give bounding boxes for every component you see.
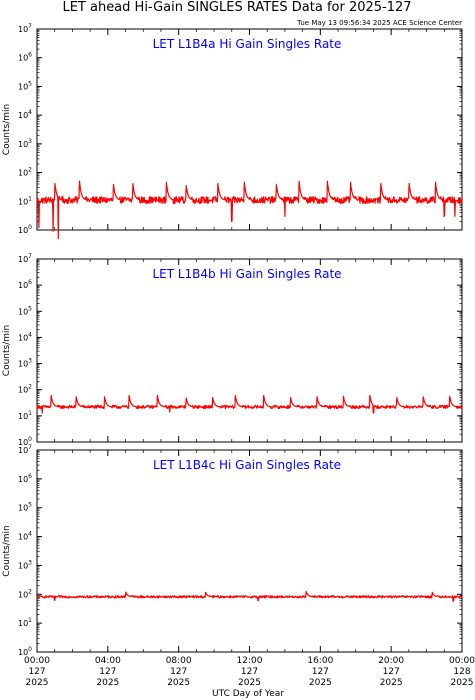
y-tick-label: 102 xyxy=(18,384,32,395)
x-tick-label: 08:00 xyxy=(166,656,192,666)
y-tick-label: 101 xyxy=(18,195,32,206)
x-tick-label: 127 xyxy=(241,667,258,677)
y-tick-label: 104 xyxy=(18,331,32,342)
y-tick-label: 107 xyxy=(18,23,32,34)
x-tick-label: 00:00 xyxy=(24,656,50,666)
y-tick-label: 101 xyxy=(18,617,32,628)
x-axis-label: UTC Day of Year xyxy=(212,689,284,699)
x-tick-label: 2025 xyxy=(26,678,49,688)
x-axis: 00:00127202504:00127202508:00127202512:0… xyxy=(24,656,475,688)
panel-title: LET L1B4a Hi Gain Singles Rate xyxy=(153,37,342,51)
series-line xyxy=(36,590,463,602)
series-line xyxy=(36,394,463,414)
y-axis-label: Counts/min xyxy=(2,525,12,576)
panel-title: LET L1B4b Hi Gain Singles Rate xyxy=(152,267,341,281)
x-tick-label: 20:00 xyxy=(378,656,404,666)
panel-title: LET L1B4c Hi Gain Singles Rate xyxy=(153,458,341,472)
y-tick-label: 105 xyxy=(18,80,32,91)
x-tick-label: 2025 xyxy=(238,678,261,688)
x-tick-label: 127 xyxy=(170,667,187,677)
y-tick-label: 105 xyxy=(18,502,32,513)
y-axis-label: Counts/min xyxy=(2,104,12,155)
panels: 100 101 102 103 104 105 106 107 LET L1B4a Hi Gai… xyxy=(2,23,463,657)
x-tick-label: 2025 xyxy=(167,678,190,688)
x-tick-label: 128 xyxy=(453,667,470,677)
y-tick-label: 104 xyxy=(18,531,32,542)
x-tick-label: 04:00 xyxy=(95,656,121,666)
y-tick-label: 106 xyxy=(18,279,32,290)
y-tick-label: 100 xyxy=(18,646,32,657)
y-tick-label: 105 xyxy=(18,305,32,316)
y-tick-label: 107 xyxy=(18,253,32,264)
x-tick-label: 127 xyxy=(312,667,329,677)
y-tick-label: 107 xyxy=(18,444,32,455)
y-tick-label: 103 xyxy=(18,559,32,570)
x-tick-label: 2025 xyxy=(309,678,332,688)
panel-2: 100 101 102 103 104 105 106 107 LET L1B4b Hi Gai… xyxy=(2,253,463,447)
y-tick-label: 100 xyxy=(18,224,32,235)
x-tick-label: 127 xyxy=(383,667,400,677)
y-tick-label: 104 xyxy=(18,109,32,120)
y-tick-label: 102 xyxy=(18,167,32,178)
y-tick-label: 102 xyxy=(18,588,32,599)
x-tick-label: 127 xyxy=(28,667,45,677)
panel-1: 100 101 102 103 104 105 106 107 LET L1B4a Hi Gai… xyxy=(2,23,463,240)
series-line xyxy=(36,180,463,240)
y-tick-label: 103 xyxy=(18,138,32,149)
y-tick-label: 100 xyxy=(18,436,32,447)
plot-frame xyxy=(36,258,463,443)
figure-title: LET ahead Hi-Gain SINGLES RATES Data for… xyxy=(62,0,411,15)
x-tick-label: 2025 xyxy=(96,678,119,688)
x-tick-label: 16:00 xyxy=(307,656,333,666)
y-tick-label: 101 xyxy=(18,410,32,421)
y-tick-label: 106 xyxy=(18,473,32,484)
y-tick-label: 106 xyxy=(18,52,32,63)
x-tick-label: 2025 xyxy=(380,678,403,688)
y-axis-label: Counts/min xyxy=(2,325,12,376)
x-tick-label: 2025 xyxy=(451,678,474,688)
y-tick-label: 103 xyxy=(18,358,32,369)
x-tick-label: 12:00 xyxy=(237,656,263,666)
x-tick-label: 127 xyxy=(99,667,116,677)
x-tick-label: 00:00 xyxy=(449,656,475,666)
plot-frame xyxy=(36,449,463,653)
panel-3: 100 101 102 103 104 105 106 107 LET L1B4c Hi Gai… xyxy=(2,444,463,657)
timestamp-label: Tue May 13 09:56:34 2025 ACE Science Cen… xyxy=(296,19,462,27)
